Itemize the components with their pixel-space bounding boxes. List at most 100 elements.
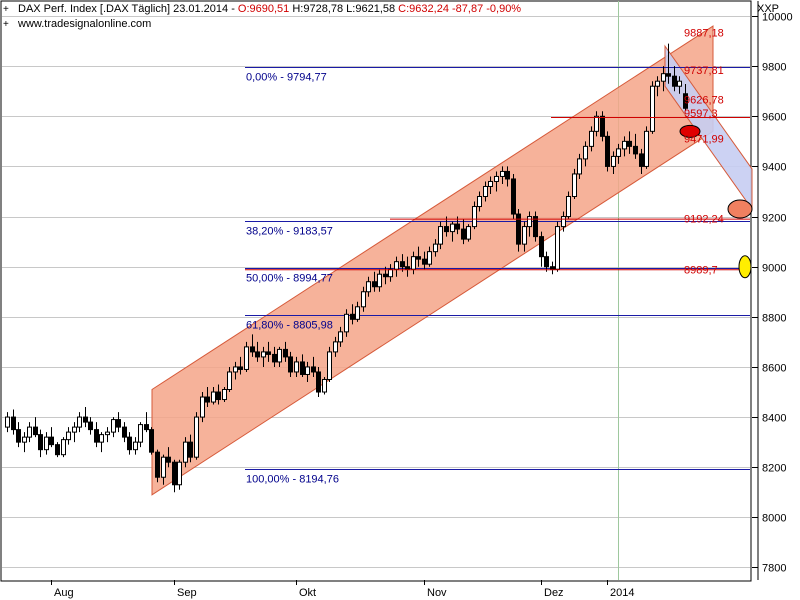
candle-body-down [94,429,99,443]
candle-body-down [455,223,460,230]
candle-body-down [149,429,154,453]
candle-body-down [461,228,466,240]
x-tick-label: 2014 [610,587,634,599]
candle-body-down [255,351,260,358]
value-label: 8989,7 [684,264,718,276]
candle-body-up [27,426,32,438]
target-marker [679,124,701,138]
y-tick-label: 9600 [762,112,786,124]
candle-body-up [594,115,599,132]
collapse-icon[interactable]: + [3,19,9,30]
y-tick-label: 9400 [762,162,786,174]
fib-level-label: 100,00% - 8194,76 [246,474,339,486]
candle-body-up [361,291,366,308]
candle-body-up [589,130,594,147]
chart-header: + + DAX Perf. Index [.DAX Täglich] 23.01… [0,0,760,32]
candle-body-up [394,261,399,270]
candle-body-down [11,416,16,431]
candle-body-up [483,185,488,198]
y-tick-label: 9800 [762,62,786,74]
candle-body-down [127,436,132,451]
candle-body-up [222,389,227,401]
candle-body-up [77,416,82,428]
open-value: O:9690,51 [237,3,290,15]
candle-body-down [38,434,43,451]
candle-body-down [605,135,610,167]
candle-body-down [166,456,171,463]
candle-body-down [416,256,421,260]
candle-body-down [422,258,427,265]
candle-body-up [472,206,477,228]
x-tick-label: Okt [299,587,316,599]
candle-body-down [283,348,288,358]
candle-body-up [611,155,616,167]
candle-body-up [194,416,199,458]
candle-body-down [383,273,388,278]
candle-body-up [388,268,393,278]
x-axis: Aug Sep Okt Nov Dez 2014 [51,580,634,599]
value-label: 9192,24 [684,214,724,226]
candle-body-up [61,439,66,456]
fibonacci-levels: 0,00% - 9794,77 38,20% - 9183,57 50,00% - … [245,67,750,486]
candle-body-up [261,351,266,358]
candle-body-up [233,366,238,373]
candle-body-up [44,436,49,451]
candle-body-down [88,421,93,431]
candle-body-down [116,419,121,428]
candle-body-up [583,145,588,160]
candle-body-down [683,93,688,109]
y-tick-label: 8800 [762,313,786,325]
candle-body-up [644,130,649,167]
candle-body-down [639,153,644,167]
collapse-icon[interactable]: + [3,4,9,15]
candle-body-up [438,226,443,245]
candle-body-down [188,441,193,458]
candle-body-up [211,391,216,403]
y-tick-label: 8600 [762,363,786,375]
candle-body-down [33,426,38,436]
candle-body-up [561,216,566,228]
candle-body-up [183,441,188,463]
candle-body-down [16,429,21,443]
candle-body-up [661,73,666,82]
candle-body-up [522,226,527,245]
value-label: 9471,99 [684,133,724,145]
candle-body-up [99,434,104,443]
candle-body-up [433,243,438,253]
candle-body-up [333,341,338,353]
candle-body-down [627,140,632,147]
candle-body-down [550,266,555,270]
x-tick-label: Sep [177,587,197,599]
candle-body-up [566,196,571,218]
candle-body-down [633,145,638,155]
uptrend-channel [151,25,714,496]
candle-body-down [49,436,54,446]
y-tick-label: 7800 [762,563,786,575]
candle-body-down [666,73,671,77]
title-prefix: DAX Perf. Index [.DAX Täglich] 23.01.201… [18,3,238,15]
candle-body-up [105,431,110,436]
candle-body-up [294,361,299,373]
candle-body-up [450,223,455,233]
y-axis: 10000 9800 9600 9400 9200 9000 8800 8600 8400 820… [752,12,793,575]
candle-body-up [161,456,166,478]
fib-level-label: 38,20% - 9183,57 [246,226,333,238]
candle-body-up [616,148,621,157]
candle-body-up [244,346,249,370]
candle-body-up [494,175,499,182]
candle-body-up [411,256,416,270]
value-label: 9887,18 [684,27,724,39]
candle-body-up [138,424,143,443]
candle-body-down [266,351,271,355]
candle-body-down [272,353,277,363]
target-marker [727,199,753,219]
candle-body-down [400,261,405,268]
candle-body-up [555,226,560,270]
candle-body-down [516,213,521,245]
candle-body-down [122,426,127,438]
candle-body-down [672,75,677,87]
candle-body-up [488,180,493,187]
candle-body-down [316,371,321,393]
